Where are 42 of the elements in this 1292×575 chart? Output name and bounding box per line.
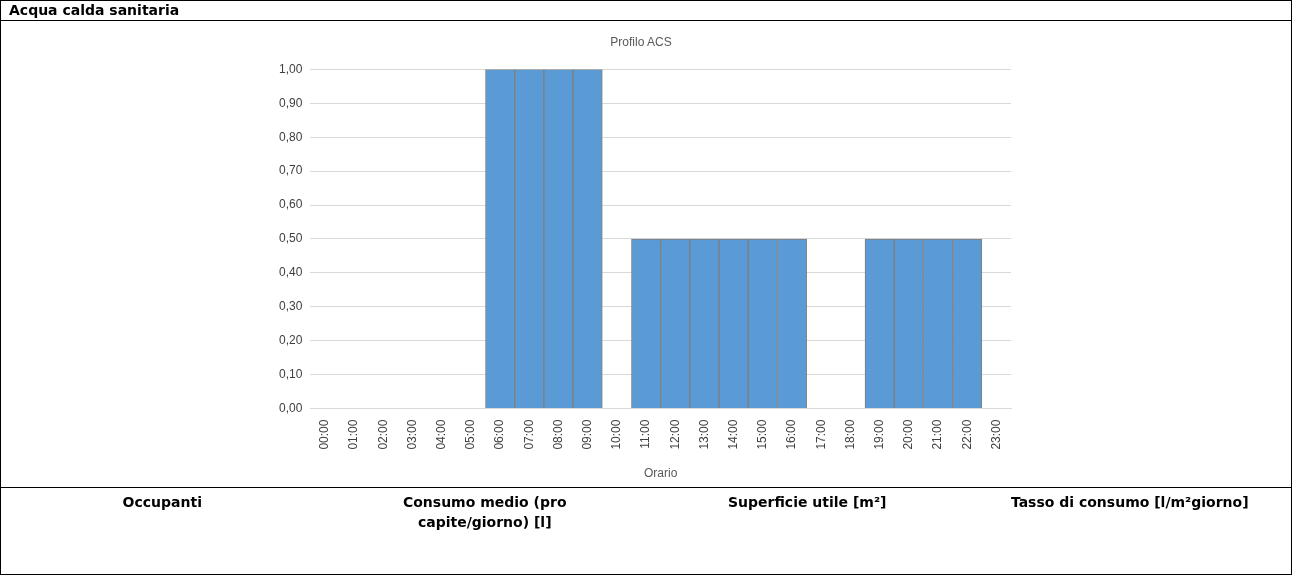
x-tick-label: 16:00 [784, 419, 799, 450]
y-tick-label: 0,80 [279, 129, 303, 144]
x-axis-title: Orario [644, 466, 678, 481]
text: Acqua calda sanitaria [1, 1, 1291, 21]
x-tick-label: 01:00 [346, 419, 361, 450]
y-tick-label: 0,30 [279, 299, 303, 314]
text: Tasso di consumo [l/m²giorno] [1009, 493, 1250, 512]
text: Consumo medio (pro capite/giorno) [l] [401, 493, 568, 532]
x-tick-label: 12:00 [667, 419, 682, 450]
x-tick-label: 05:00 [463, 419, 478, 450]
y-tick-label: 0,00 [279, 400, 303, 415]
x-tick-label: 14:00 [725, 419, 740, 450]
x-tick-label: 11:00 [638, 419, 653, 449]
x-tick-label: 10:00 [609, 419, 624, 450]
x-tick-label: 06:00 [492, 419, 507, 450]
text: Superficie utile [m²] [727, 493, 888, 512]
chart-title: Profilo ACS [610, 34, 672, 49]
x-tick-label: 18:00 [842, 419, 857, 450]
y-tick-label: 0,40 [279, 265, 303, 280]
x-tick-label: 21:00 [930, 419, 945, 450]
y-tick-label: 0,10 [279, 366, 303, 381]
x-tick-label: 19:00 [871, 419, 886, 450]
x-tick-label: 22:00 [959, 419, 974, 450]
x-tick-label: 07:00 [521, 419, 536, 450]
y-tick-label: 1,00 [279, 61, 303, 76]
x-tick-label: 08:00 [550, 419, 565, 450]
x-tick-label: 04:00 [434, 419, 449, 450]
y-tick-label: 0,50 [279, 231, 303, 246]
x-tick-label: 20:00 [901, 419, 916, 450]
x-tick-label: 13:00 [696, 419, 711, 450]
x-tick-label: 03:00 [404, 419, 419, 450]
y-tick-label: 0,20 [279, 333, 303, 348]
y-tick-label: 0,60 [279, 197, 303, 212]
x-tick-label: 02:00 [375, 419, 390, 450]
x-tick-label: 00:00 [317, 419, 332, 450]
y-tick-label: 0,90 [279, 95, 303, 110]
x-tick-label: 15:00 [755, 419, 770, 450]
text: Occupanti [121, 493, 203, 512]
x-tick-label: 23:00 [988, 419, 1003, 450]
x-tick-label: 17:00 [813, 419, 828, 450]
x-tick-label: 09:00 [580, 419, 595, 450]
y-tick-label: 0,70 [279, 163, 303, 178]
